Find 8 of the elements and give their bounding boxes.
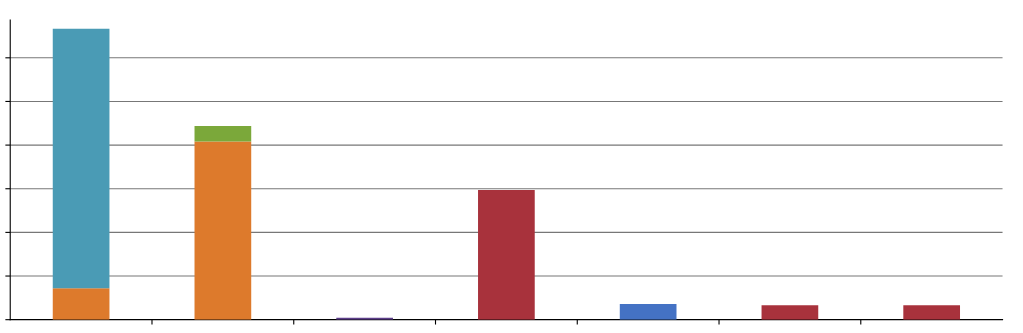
bar (194, 125, 252, 142)
bar (761, 305, 819, 320)
bar (194, 141, 252, 320)
bar (52, 288, 110, 320)
bar (52, 28, 110, 289)
bar (619, 303, 677, 320)
bar (478, 189, 535, 320)
bar (903, 305, 961, 320)
